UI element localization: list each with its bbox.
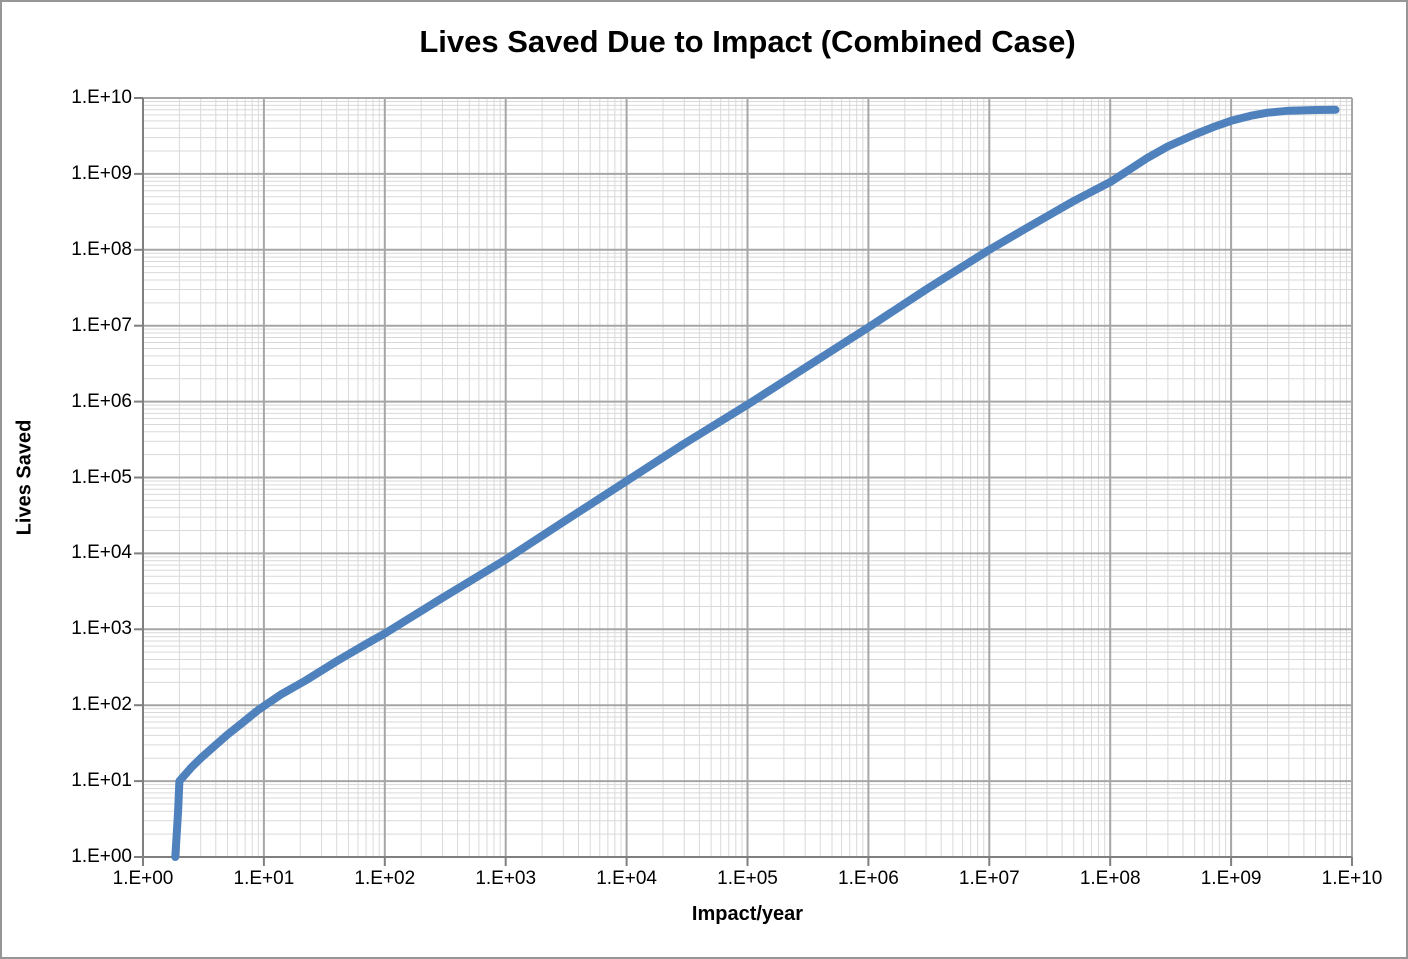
chart-title: Lives Saved Due to Impact (Combined Case…	[419, 24, 1076, 59]
x-tick-label: 1.E+04	[596, 868, 657, 889]
y-tick-label: 1.E+08	[71, 238, 132, 260]
y-tick-label: 1.E+00	[71, 846, 132, 867]
y-tick-label: 1.E+03	[71, 618, 132, 640]
y-tick-label: 1.E+05	[71, 466, 132, 488]
x-tick-label: 1.E+02	[354, 868, 416, 889]
x-tick-label: 1.E+08	[1079, 868, 1141, 889]
y-axis-title: Lives Saved	[13, 419, 36, 536]
x-tick-label: 1.E+01	[233, 868, 295, 889]
x-tick-label: 1.E+06	[838, 868, 899, 889]
y-tick-label: 1.E+07	[71, 314, 132, 336]
y-tick-label: 1.E+04	[71, 542, 132, 564]
x-tick-label: 1.E+07	[958, 868, 1020, 889]
x-tick-label: 1.E+03	[475, 868, 537, 889]
y-tick-label: 1.E+10	[71, 87, 132, 108]
x-tick-label: 1.E+05	[717, 868, 778, 889]
x-tick-label: 1.E+09	[1200, 868, 1262, 889]
y-tick-label: 1.E+01	[71, 770, 132, 792]
y-tick-label: 1.E+02	[71, 694, 132, 716]
y-tick-label: 1.E+09	[71, 162, 132, 184]
x-tick-label: 1.E+10	[1321, 868, 1383, 889]
x-tick-label: 1.E+00	[112, 868, 174, 889]
x-axis-title: Impact/year	[691, 903, 804, 925]
y-tick-label: 1.E+06	[71, 390, 132, 412]
series-line	[171, 105, 1340, 861]
